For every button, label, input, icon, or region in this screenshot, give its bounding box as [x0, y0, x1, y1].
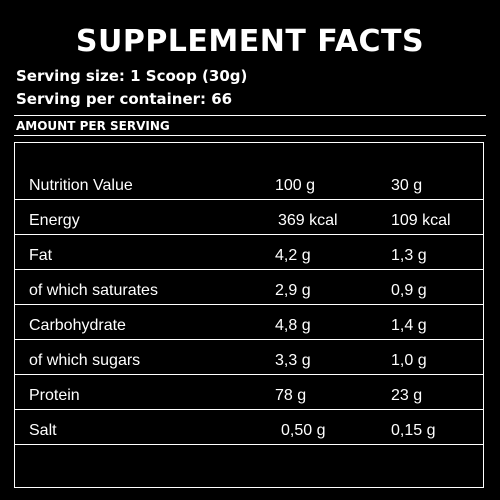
page-title: SUPPLEMENT FACTS	[75, 24, 425, 59]
value-per-serving: 1,0 g	[391, 352, 427, 369]
nutrient-name: Energy	[29, 212, 80, 229]
nutrient-name: Carbohydrate	[29, 317, 126, 334]
value-per-100g: 78 g	[275, 387, 307, 404]
top-divider	[14, 115, 486, 116]
value-per-serving: 1,3 g	[391, 247, 427, 264]
value-per-100g: 3,3 g	[275, 352, 311, 369]
table-row: Salt 0,50 g 0,15 g	[15, 416, 483, 445]
value-per-100g: 2,9 g	[275, 282, 311, 299]
value-per-serving: 109 kcal	[391, 212, 451, 229]
serving-size-text: Serving size: 1 Scoop (30g)	[16, 67, 248, 85]
value-per-serving: 23 g	[391, 387, 423, 404]
value-per-100g: 4,8 g	[275, 317, 311, 334]
table-row: of which sugars 3,3 g 1,0 g	[15, 346, 483, 375]
table-row: Protein 78 g 23 g	[15, 381, 483, 410]
table-row: Energy 369 kcal 109 kcal	[15, 206, 483, 235]
nutrient-name: Fat	[29, 247, 53, 264]
value-per-serving: 1,4 g	[391, 317, 427, 334]
value-per-100g: 100 g	[275, 177, 316, 194]
table-row: Nutrition Value 100 g 30 g	[15, 171, 483, 200]
value-per-100g: 0,50 g	[281, 422, 326, 439]
nutrient-name: Salt	[29, 422, 57, 439]
nutrient-name: Protein	[29, 387, 80, 404]
servings-per-container-text: Serving per container: 66	[16, 90, 233, 108]
value-per-100g: 369 kcal	[278, 212, 338, 229]
value-per-100g: 4,2 g	[275, 247, 311, 264]
table-row: Carbohydrate 4,8 g 1,4 g	[15, 311, 483, 340]
value-per-serving: 30 g	[391, 177, 423, 194]
value-per-serving: 0,9 g	[391, 282, 427, 299]
bottom-divider	[14, 135, 486, 136]
nutrient-name: of which sugars	[29, 352, 141, 369]
nutrient-name: of which saturates	[29, 282, 158, 299]
table-row: of which saturates 2,9 g 0,9 g	[15, 276, 483, 305]
nutrition-table: Nutrition Value 100 g 30 g Energy 369 kc…	[14, 142, 484, 488]
amount-per-serving-header: AMOUNT PER SERVING	[16, 119, 170, 133]
nutrient-name: Nutrition Value	[29, 177, 133, 194]
table-row: Fat 4,2 g 1,3 g	[15, 241, 483, 270]
value-per-serving: 0,15 g	[391, 422, 436, 439]
